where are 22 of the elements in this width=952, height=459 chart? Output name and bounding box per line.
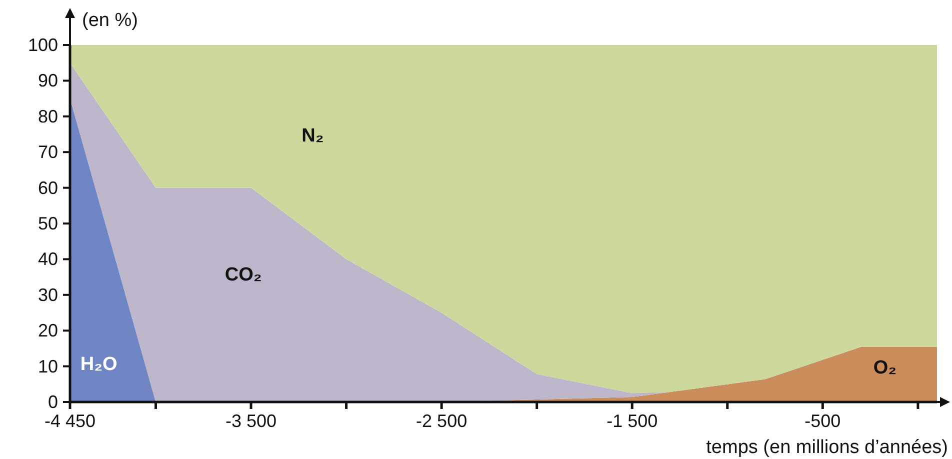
series-label: H₂O xyxy=(80,354,118,375)
y-tick-label: 50 xyxy=(38,214,58,234)
y-tick-label: 20 xyxy=(38,320,58,341)
y-tick-label: 70 xyxy=(38,142,58,162)
y-tick-label: 80 xyxy=(38,106,58,126)
y-tick-label: 100 xyxy=(28,35,58,55)
x-axis-title: temps (en millions d’années) xyxy=(706,437,948,458)
series-label: CO₂ xyxy=(224,264,262,286)
x-tick-label: -4 450 xyxy=(44,411,96,431)
x-tick-label: -2 500 xyxy=(416,411,468,431)
series-label: O₂ xyxy=(873,357,897,378)
y-tick-label: 60 xyxy=(38,178,58,198)
y-tick-label: 90 xyxy=(38,70,58,91)
x-tick-label: -1 500 xyxy=(606,411,658,431)
series-label: N₂ xyxy=(302,125,324,146)
y-axis-title: (en %) xyxy=(82,10,138,31)
x-tick-label: -500 xyxy=(804,411,841,431)
x-tick-label: -3 500 xyxy=(226,411,277,431)
y-tick-label: 30 xyxy=(38,284,58,305)
y-tick-label: 40 xyxy=(38,249,58,270)
y-tick-label: 0 xyxy=(48,392,58,412)
y-tick-label: 10 xyxy=(38,356,58,376)
